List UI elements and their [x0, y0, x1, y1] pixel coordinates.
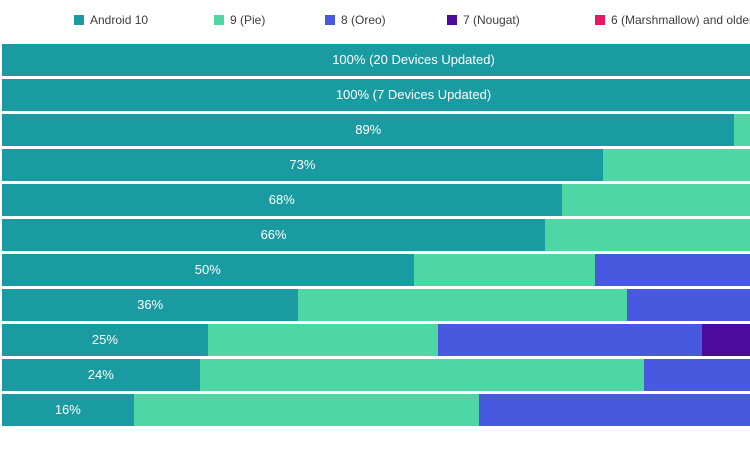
bar-label: 66% — [260, 227, 287, 242]
bar-segment-android10: 100% (7 Devices Updated) — [2, 79, 750, 111]
bar-row: 50% — [2, 254, 750, 286]
bar-label: 68% — [268, 192, 295, 207]
bar-row: 100% (7 Devices Updated) — [2, 79, 750, 111]
bar-segment-android10: 68% — [2, 184, 562, 216]
bar-segment-android10: 25% — [2, 324, 208, 356]
legend-label: 8 (Oreo) — [341, 13, 386, 27]
bar-label: 89% — [355, 122, 382, 137]
bar-row: 36% — [2, 289, 750, 321]
legend-swatch-pie — [214, 15, 224, 25]
bar-segment-oreo — [594, 254, 750, 286]
bar-segment-nougat — [701, 324, 750, 356]
legend-swatch-android10 — [74, 15, 84, 25]
bar-segment-android10: 89% — [2, 114, 735, 146]
bar-segment-android10: 24% — [2, 359, 200, 391]
bar-segment-android10: 100% (20 Devices Updated) — [2, 44, 750, 76]
bar-label: 24% — [87, 367, 114, 382]
legend-item-pie: 9 (Pie) — [214, 13, 265, 27]
legend-label: 9 (Pie) — [230, 13, 266, 27]
bar-segment-oreo — [627, 289, 750, 321]
legend-swatch-oreo — [325, 15, 335, 25]
legend-label: 6 (Marshmallow) and older — [611, 13, 750, 27]
bar-segment-pie — [602, 149, 750, 181]
bar-label: 36% — [137, 297, 164, 312]
legend-item-android10: Android 10 — [74, 13, 148, 27]
bar-row: 66% — [2, 219, 750, 251]
legend-item-nougat: 7 (Nougat) — [447, 13, 520, 27]
bar-segment-pie — [298, 289, 628, 321]
bar-row: 89% — [2, 114, 750, 146]
bar-row: 68% — [2, 184, 750, 216]
bar-segment-oreo — [479, 394, 750, 426]
legend-item-marshmallow: 6 (Marshmallow) and older — [595, 13, 750, 27]
bar-segment-android10: 73% — [2, 149, 603, 181]
bar-label: 73% — [289, 157, 316, 172]
bar-segment-android10: 36% — [2, 289, 299, 321]
bar-label: 100% (20 Devices Updated) — [332, 52, 495, 67]
legend-label: 7 (Nougat) — [463, 13, 520, 27]
bar-segment-oreo — [643, 359, 750, 391]
legend: Android 10 9 (Pie) 8 (Oreo) 7 (Nougat) 6 (Ma… — [0, 0, 750, 44]
bar-segment-pie — [413, 254, 595, 286]
bar-row: 100% (20 Devices Updated) — [2, 44, 750, 76]
bar-row: 24% — [2, 359, 750, 391]
bar-segment-oreo — [438, 324, 702, 356]
bar-segment-pie — [207, 324, 439, 356]
bar-segment-pie — [545, 219, 750, 251]
stacked-bar-chart: 100% (20 Devices Updated) 100% (7 Devices… — [0, 44, 750, 426]
bar-label: 50% — [194, 262, 221, 277]
bar-label: 25% — [91, 332, 118, 347]
legend-swatch-marshmallow — [595, 15, 605, 25]
bar-segment-android10: 66% — [2, 219, 546, 251]
bar-row: 25% — [2, 324, 750, 356]
bar-segment-pie — [133, 394, 480, 426]
bar-row: 16% — [2, 394, 750, 426]
bar-segment-android10: 16% — [2, 394, 134, 426]
bar-row: 73% — [2, 149, 750, 181]
bar-segment-pie — [734, 114, 750, 146]
legend-item-oreo: 8 (Oreo) — [325, 13, 386, 27]
bar-label: 100% (7 Devices Updated) — [335, 87, 492, 102]
bar-segment-pie — [199, 359, 644, 391]
bar-label: 16% — [54, 402, 81, 417]
bar-segment-pie — [561, 184, 750, 216]
legend-label: Android 10 — [90, 13, 149, 27]
bar-segment-android10: 50% — [2, 254, 414, 286]
legend-swatch-nougat — [447, 15, 457, 25]
